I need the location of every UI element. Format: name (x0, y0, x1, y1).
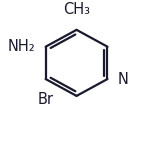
Text: CH₃: CH₃ (63, 2, 90, 17)
Text: N: N (117, 72, 128, 87)
Text: NH₂: NH₂ (8, 39, 36, 54)
Text: Br: Br (38, 92, 54, 107)
